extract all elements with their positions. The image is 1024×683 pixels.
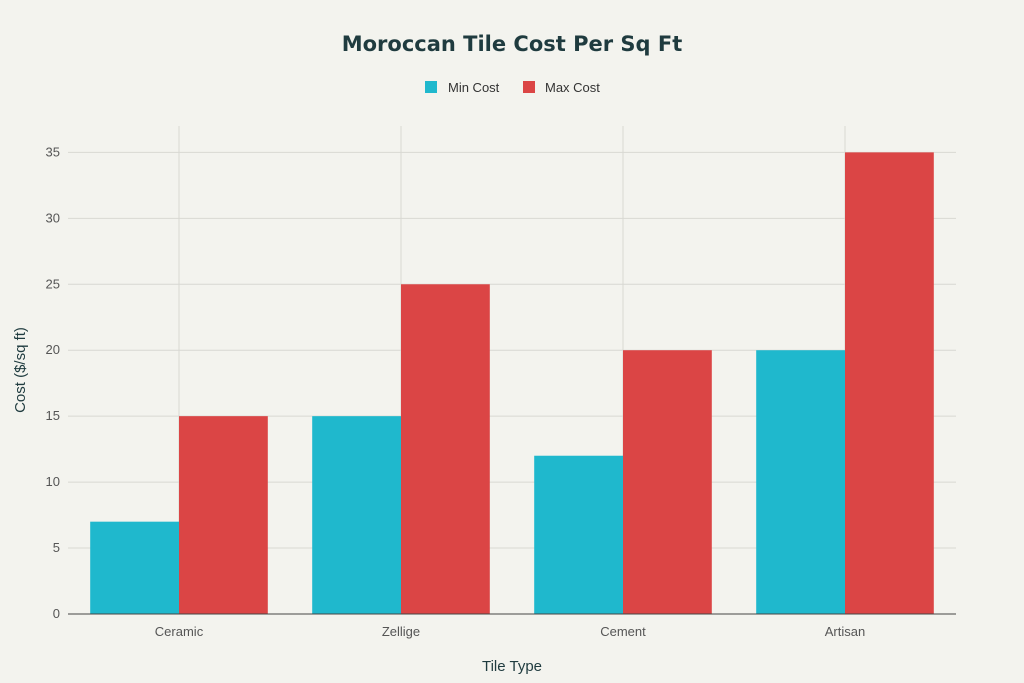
x-axis-title: Tile Type	[482, 658, 542, 675]
bar-max-cost-ceramic	[179, 416, 268, 614]
y-tick-label: 35	[46, 144, 60, 159]
y-tick-label: 15	[46, 408, 60, 423]
bar-min-cost-ceramic	[90, 521, 179, 614]
x-tick-label: Ceramic	[155, 624, 204, 639]
bar-max-cost-artisan	[845, 152, 934, 615]
x-tick-label: Artisan	[825, 624, 865, 639]
bar-max-cost-zellige	[401, 284, 490, 614]
y-tick-label: 0	[53, 606, 60, 621]
legend-label-max-cost: Max Cost	[545, 80, 600, 95]
bars	[90, 152, 934, 615]
axes: 0 5 10 15 20 25 30 35 Ceramic Zellige Cement Artisa…	[46, 144, 956, 639]
legend: Min Cost Max Cost	[425, 80, 600, 95]
legend-swatch-max-cost	[523, 81, 535, 93]
y-tick-label: 25	[46, 276, 60, 291]
chart-title: Moroccan Tile Cost Per Sq Ft	[342, 32, 683, 56]
y-tick-label: 5	[53, 540, 60, 555]
x-tick-label: Zellige	[382, 624, 420, 639]
y-tick-label: 30	[46, 210, 60, 225]
legend-label-min-cost: Min Cost	[448, 80, 500, 95]
y-axis-title: Cost ($/sq ft)	[12, 327, 29, 413]
bar-max-cost-cement	[623, 350, 712, 614]
legend-swatch-min-cost	[425, 81, 437, 93]
y-tick-label: 10	[46, 474, 60, 489]
bar-min-cost-zellige	[312, 416, 401, 614]
y-tick-label: 20	[46, 342, 60, 357]
bar-min-cost-cement	[534, 455, 623, 614]
x-tick-label: Cement	[600, 624, 646, 639]
bar-min-cost-artisan	[756, 350, 845, 614]
